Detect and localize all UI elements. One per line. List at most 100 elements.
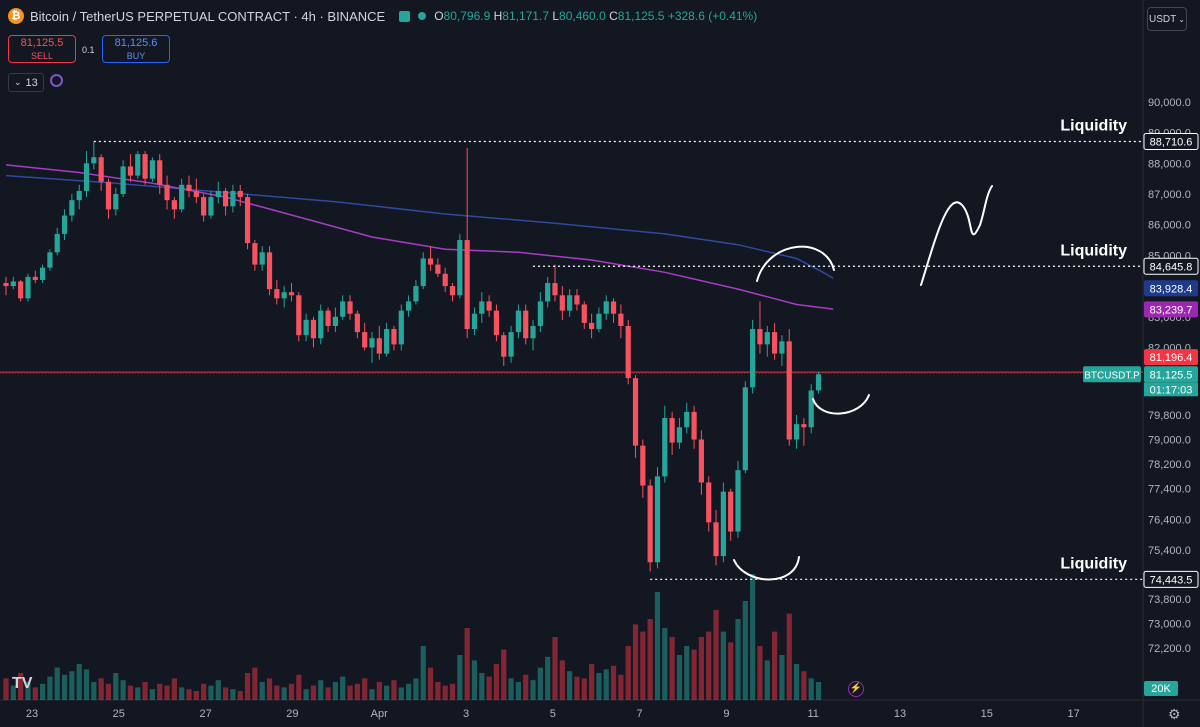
- candle-body: [208, 197, 214, 216]
- volume-bar: [786, 613, 792, 700]
- candle-body: [669, 418, 675, 443]
- tradingview-logo: TV: [12, 675, 33, 692]
- x-tick-label: 27: [199, 708, 211, 720]
- volume-bar: [98, 678, 104, 700]
- volume-bar: [83, 669, 90, 700]
- flash-icon[interactable]: ⚡: [848, 681, 864, 697]
- volume-bar: [310, 685, 317, 700]
- liquidity-low-tag: 74,443.5: [1150, 574, 1193, 586]
- volume-bar: [676, 655, 683, 700]
- candle-body: [376, 338, 382, 354]
- candle-body: [720, 491, 726, 557]
- low-value: 80,460.0: [559, 9, 606, 23]
- volume-bar: [369, 689, 375, 700]
- candle-body: [61, 215, 68, 234]
- volume-bar: [376, 682, 382, 700]
- candle-body: [537, 301, 543, 326]
- candle-body: [201, 197, 207, 216]
- candle-body: [237, 190, 243, 198]
- candle-body: [632, 378, 639, 446]
- candle-body: [354, 313, 360, 333]
- volume-bar: [779, 655, 785, 700]
- volume-bar: [127, 685, 134, 700]
- candle-body: [215, 190, 221, 198]
- volume-bar: [201, 683, 207, 700]
- volume-bar: [179, 687, 185, 700]
- candle-body: [772, 332, 778, 354]
- buy-price: 81,125.6: [114, 37, 158, 49]
- candle-body: [281, 292, 287, 299]
- candle-body: [398, 310, 404, 345]
- volume-bar: [808, 678, 814, 700]
- y-tick-label: 86,000.0: [1148, 220, 1191, 232]
- liquidity-low-tag-bg: [1143, 570, 1199, 588]
- gear-icon[interactable]: ⚙: [1168, 706, 1181, 722]
- volume-bar: [640, 631, 646, 700]
- candle-body: [113, 194, 119, 210]
- candle-body: [18, 281, 24, 299]
- volume-bar: [3, 678, 9, 700]
- candle-body: [244, 197, 251, 244]
- volume-bar: [735, 619, 741, 700]
- candle-body: [406, 301, 412, 311]
- candle-body: [713, 522, 719, 557]
- volume-bar: [47, 676, 53, 700]
- candle-body: [610, 301, 617, 314]
- volume-bar: [325, 687, 331, 700]
- volume-bar: [457, 655, 463, 700]
- volume-bar: [742, 601, 748, 700]
- candle-body: [757, 329, 763, 345]
- symbol-title[interactable]: Bitcoin / TetherUS PERPETUAL CONTRACT · …: [30, 8, 386, 24]
- candle-body: [120, 166, 126, 195]
- arc-bottom-drawing: [733, 556, 800, 581]
- ma-blue-tag-bg: [1144, 280, 1198, 297]
- candle-body: [98, 157, 104, 182]
- x-tick-label: 3: [463, 708, 469, 720]
- volume-bar: [391, 680, 397, 700]
- volume-bar: [164, 685, 170, 700]
- liquidity-low-label: Liquidity: [1060, 555, 1127, 572]
- open-value: 80,796.9: [443, 9, 491, 23]
- candle-body: [654, 476, 661, 563]
- candle-body: [274, 289, 280, 299]
- candle-body: [493, 310, 500, 336]
- sell-button[interactable]: 81,125.5 SELL: [8, 35, 76, 63]
- volume-bar: [76, 664, 82, 700]
- candle-body: [164, 184, 170, 201]
- candle-body: [259, 252, 265, 265]
- y-tick-label: 90,000.0: [1148, 97, 1191, 109]
- volume-bar: [793, 664, 800, 700]
- volume-bar: [647, 619, 653, 700]
- volume-bar: [215, 680, 221, 700]
- liquidity-mid-tag: 84,645.8: [1150, 261, 1193, 273]
- volume-bar: [398, 687, 404, 700]
- y-tick-label: 76,400.0: [1148, 514, 1191, 526]
- buy-button[interactable]: 81,125.6 BUY: [102, 35, 170, 63]
- candle-body: [296, 295, 302, 336]
- volume-bar: [427, 667, 434, 700]
- volume-bar: [486, 676, 492, 700]
- candle-body: [457, 240, 463, 296]
- candle-body: [10, 281, 16, 287]
- volume-bar: [135, 687, 141, 700]
- candle-body: [135, 154, 141, 176]
- x-tick-label: 9: [723, 708, 729, 720]
- candle-body: [179, 184, 185, 210]
- volume-bar: [32, 687, 38, 700]
- candle-body: [471, 313, 478, 330]
- indicators-toggle[interactable]: ⌄ 13: [8, 73, 44, 92]
- y-tick-label: 77,400.0: [1148, 484, 1191, 496]
- volume-bar: [230, 689, 236, 700]
- y-tick-label: 73,000.0: [1148, 619, 1191, 631]
- candle-body: [552, 283, 558, 296]
- buy-label: BUY: [126, 51, 146, 61]
- ma-blue-tag: 83,928.4: [1150, 283, 1193, 295]
- candle-body: [684, 411, 690, 428]
- currency-selector[interactable]: USDT ⌄: [1147, 7, 1187, 31]
- refresh-icon[interactable]: [50, 74, 63, 87]
- candle-body: [105, 181, 112, 210]
- candle-body: [501, 335, 507, 357]
- candle-body: [625, 325, 631, 379]
- x-tick-label: 15: [981, 708, 993, 720]
